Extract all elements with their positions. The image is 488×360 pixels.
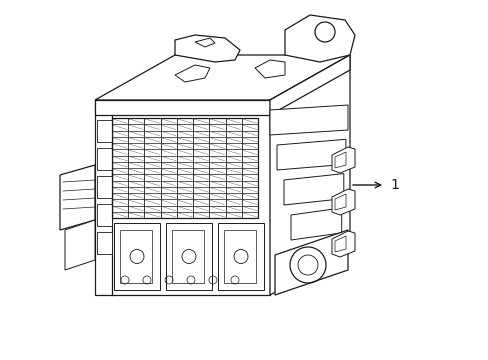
Polygon shape — [97, 204, 112, 226]
Polygon shape — [165, 223, 212, 290]
Polygon shape — [269, 55, 349, 115]
Polygon shape — [175, 65, 209, 82]
Polygon shape — [274, 230, 347, 295]
Polygon shape — [331, 189, 354, 215]
Polygon shape — [331, 231, 354, 257]
Polygon shape — [334, 152, 346, 168]
Polygon shape — [65, 220, 95, 270]
Polygon shape — [175, 35, 240, 62]
Polygon shape — [297, 242, 339, 275]
Polygon shape — [218, 223, 264, 290]
Polygon shape — [334, 194, 346, 210]
Polygon shape — [331, 147, 354, 173]
Polygon shape — [95, 55, 349, 100]
Polygon shape — [285, 15, 354, 62]
Polygon shape — [269, 55, 349, 295]
Polygon shape — [284, 174, 343, 205]
Polygon shape — [334, 236, 346, 252]
Polygon shape — [97, 120, 112, 142]
Polygon shape — [195, 38, 215, 47]
Polygon shape — [290, 208, 341, 240]
Polygon shape — [276, 139, 345, 170]
Polygon shape — [254, 60, 285, 78]
Polygon shape — [269, 105, 347, 135]
Polygon shape — [224, 230, 256, 283]
Polygon shape — [114, 223, 160, 290]
Text: 1: 1 — [389, 178, 398, 192]
Polygon shape — [172, 230, 203, 283]
Polygon shape — [60, 165, 95, 230]
Polygon shape — [97, 148, 112, 170]
Polygon shape — [95, 100, 269, 115]
Polygon shape — [97, 232, 112, 254]
Polygon shape — [97, 176, 112, 198]
Polygon shape — [95, 100, 269, 295]
Polygon shape — [120, 230, 152, 283]
